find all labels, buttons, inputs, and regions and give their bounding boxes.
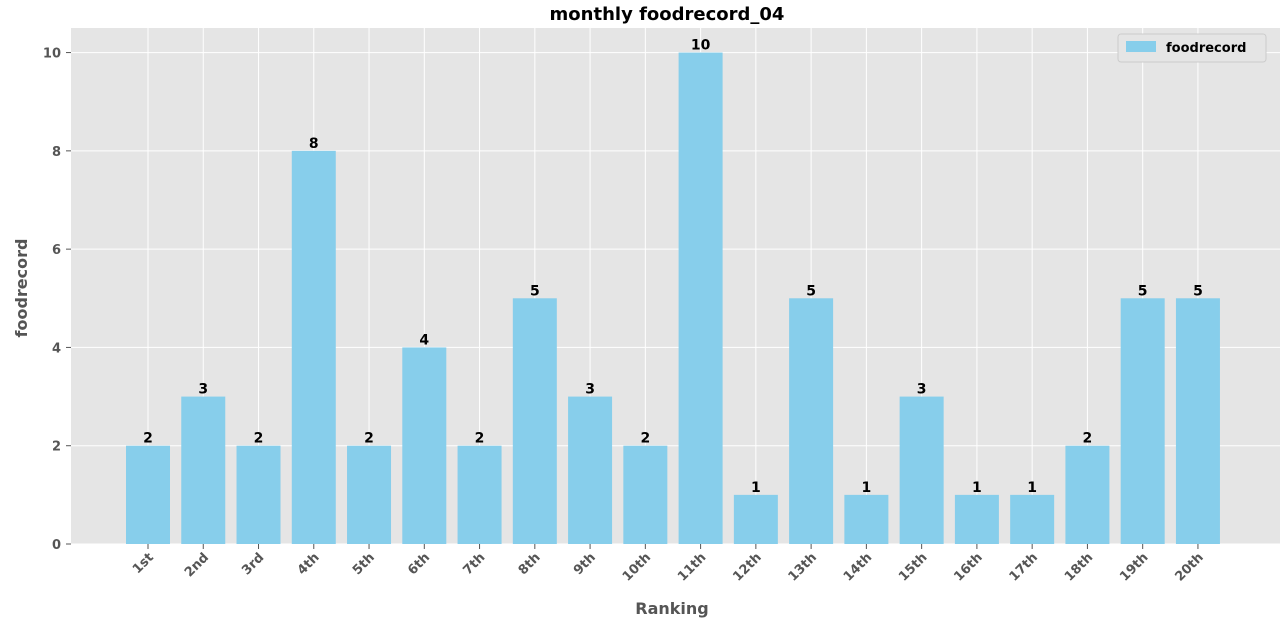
data-label: 1 xyxy=(862,480,872,496)
data-label: 10 xyxy=(691,38,711,54)
data-labels: 2 3 2 8 2 4 2 5 3 2 10 1 5 1 3 1 1 2 5 5 xyxy=(143,38,1203,496)
data-label: 5 xyxy=(530,283,540,299)
data-label: 2 xyxy=(1083,431,1093,447)
x-tick-label: 3rd xyxy=(239,550,267,578)
x-tick-label: 19th xyxy=(1117,550,1151,584)
data-label: 1 xyxy=(1027,480,1037,496)
y-tick-label: 2 xyxy=(52,440,61,455)
x-tick-label: 15th xyxy=(896,550,930,584)
y-tick-label: 0 xyxy=(52,538,61,553)
data-label: 2 xyxy=(640,431,650,447)
bar-13th xyxy=(789,298,834,544)
x-tick-label: 20th xyxy=(1172,550,1206,584)
data-label: 2 xyxy=(254,431,264,447)
x-tick-label: 11th xyxy=(675,550,709,584)
x-axis-label: Ranking xyxy=(635,599,708,618)
bar-10th xyxy=(623,445,668,544)
x-tick-label: 9th xyxy=(571,550,599,578)
legend-label: foodrecord xyxy=(1166,41,1246,56)
x-tick-label: 12th xyxy=(730,550,764,584)
data-label: 2 xyxy=(364,431,374,447)
bar-18th xyxy=(1065,445,1110,544)
bar-12th xyxy=(733,494,778,544)
y-tick-label: 6 xyxy=(52,243,61,258)
x-tick-label: 6th xyxy=(405,550,433,578)
x-tick-label: 16th xyxy=(951,550,985,584)
data-label: 3 xyxy=(585,382,595,398)
y-tick-label: 4 xyxy=(52,341,61,356)
data-label: 8 xyxy=(309,136,319,152)
y-tick-label: 10 xyxy=(43,47,61,62)
y-tick-label: 8 xyxy=(52,145,61,160)
x-tick-label: 1st xyxy=(130,550,157,577)
x-tick-label: 10th xyxy=(620,550,654,584)
bar-4th xyxy=(291,150,336,544)
x-tick-label: 4th xyxy=(295,550,323,578)
bar-3rd xyxy=(236,445,281,544)
data-label: 5 xyxy=(806,283,816,299)
bar-20th xyxy=(1175,298,1220,544)
x-tick-label: 14th xyxy=(841,550,875,584)
x-tick-label: 2nd xyxy=(182,550,212,580)
data-label: 2 xyxy=(475,431,485,447)
x-tick-label: 18th xyxy=(1062,550,1096,584)
legend: foodrecord xyxy=(1117,33,1267,63)
bars xyxy=(126,52,1220,544)
data-label: 1 xyxy=(751,480,761,496)
bar-11th xyxy=(678,52,723,544)
bar-9th xyxy=(568,396,613,544)
legend-swatch xyxy=(1126,41,1156,52)
x-axis-ticks: 1st 2nd 3rd 4th 5th 6th 7th 8th 9th 10th 11th 12th 1… xyxy=(130,544,1207,585)
data-label: 2 xyxy=(143,431,153,447)
x-tick-label: 13th xyxy=(786,550,820,584)
x-tick-label: 8th xyxy=(516,550,544,578)
x-tick-label: 7th xyxy=(460,550,488,578)
data-label: 3 xyxy=(917,382,927,398)
bar-14th xyxy=(844,494,889,544)
bar-17th xyxy=(1010,494,1055,544)
bar-8th xyxy=(512,298,557,544)
y-axis-label: foodrecord xyxy=(12,239,31,338)
x-tick-label: 5th xyxy=(350,550,378,578)
bar-16th xyxy=(954,494,999,544)
data-label: 5 xyxy=(1193,283,1203,299)
chart-title: monthly foodrecord_04 xyxy=(550,4,785,25)
bar-15th xyxy=(899,396,944,544)
y-axis-ticks: 0 2 4 6 8 10 xyxy=(43,47,71,553)
bar-1st xyxy=(126,445,170,544)
bar-19th xyxy=(1120,298,1165,544)
data-label: 3 xyxy=(198,382,208,398)
bar-5th xyxy=(347,445,392,544)
x-tick-label: 17th xyxy=(1007,550,1041,584)
data-label: 1 xyxy=(972,480,982,496)
bar-7th xyxy=(457,445,502,544)
bar-2nd xyxy=(181,396,226,544)
data-label: 4 xyxy=(419,332,429,348)
data-label: 5 xyxy=(1138,283,1148,299)
bar-6th xyxy=(402,347,447,544)
